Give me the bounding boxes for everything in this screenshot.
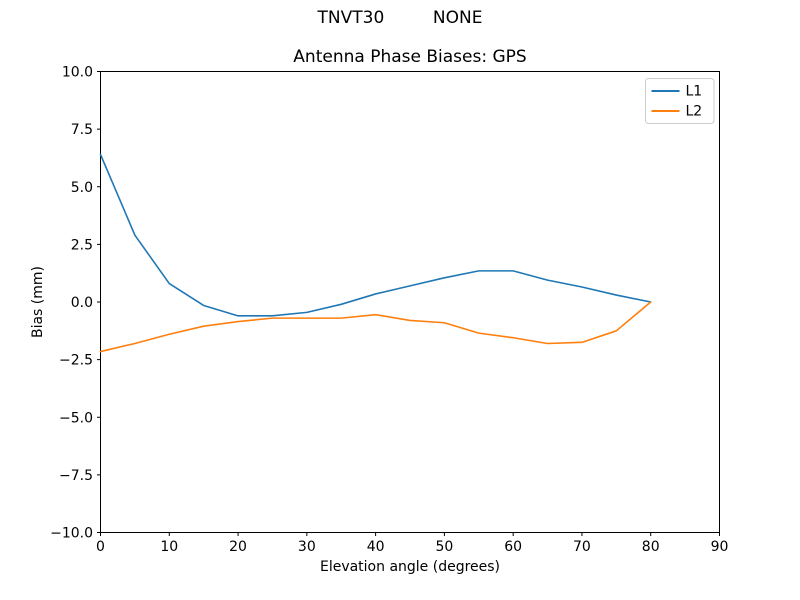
plot-area <box>100 71 720 533</box>
y-tick-label: 2.5 <box>71 237 93 253</box>
y-tick-label: 7.5 <box>71 122 93 138</box>
y-tick-label: 0.0 <box>71 295 93 311</box>
y-tick-label: −7.5 <box>59 468 93 484</box>
x-tick-label: 70 <box>573 539 591 555</box>
x-tick-label: 20 <box>229 539 247 555</box>
x-tick-label: 40 <box>367 539 385 555</box>
y-tick-label: −10.0 <box>50 526 93 542</box>
x-tick-label: 10 <box>160 539 178 555</box>
y-tick-label: −2.5 <box>59 353 93 369</box>
x-tick-label: 30 <box>298 539 316 555</box>
x-tick-label: 50 <box>435 539 453 555</box>
y-axis-label: Bias (mm) <box>30 265 46 339</box>
legend-label-l1: L1 <box>686 84 703 100</box>
x-tick-label: 90 <box>711 539 729 555</box>
x-tick-label: 80 <box>642 539 660 555</box>
axes-title: Antenna Phase Biases: GPS <box>293 47 527 67</box>
y-tick-label: 5.0 <box>71 180 93 196</box>
y-tick-label: −5.0 <box>59 410 93 426</box>
x-axis-label: Elevation angle (degrees) <box>319 559 501 575</box>
figure-suptitle: TNVT30 NONE <box>317 8 483 28</box>
series-line-l1 <box>99 153 652 317</box>
legend <box>645 78 715 124</box>
legend-label-l2: L2 <box>686 104 703 120</box>
x-tick-label: 60 <box>504 539 522 555</box>
series-line-l2 <box>99 301 652 353</box>
x-tick-label: 0 <box>96 539 105 555</box>
y-tick-label: 10.0 <box>62 65 93 81</box>
